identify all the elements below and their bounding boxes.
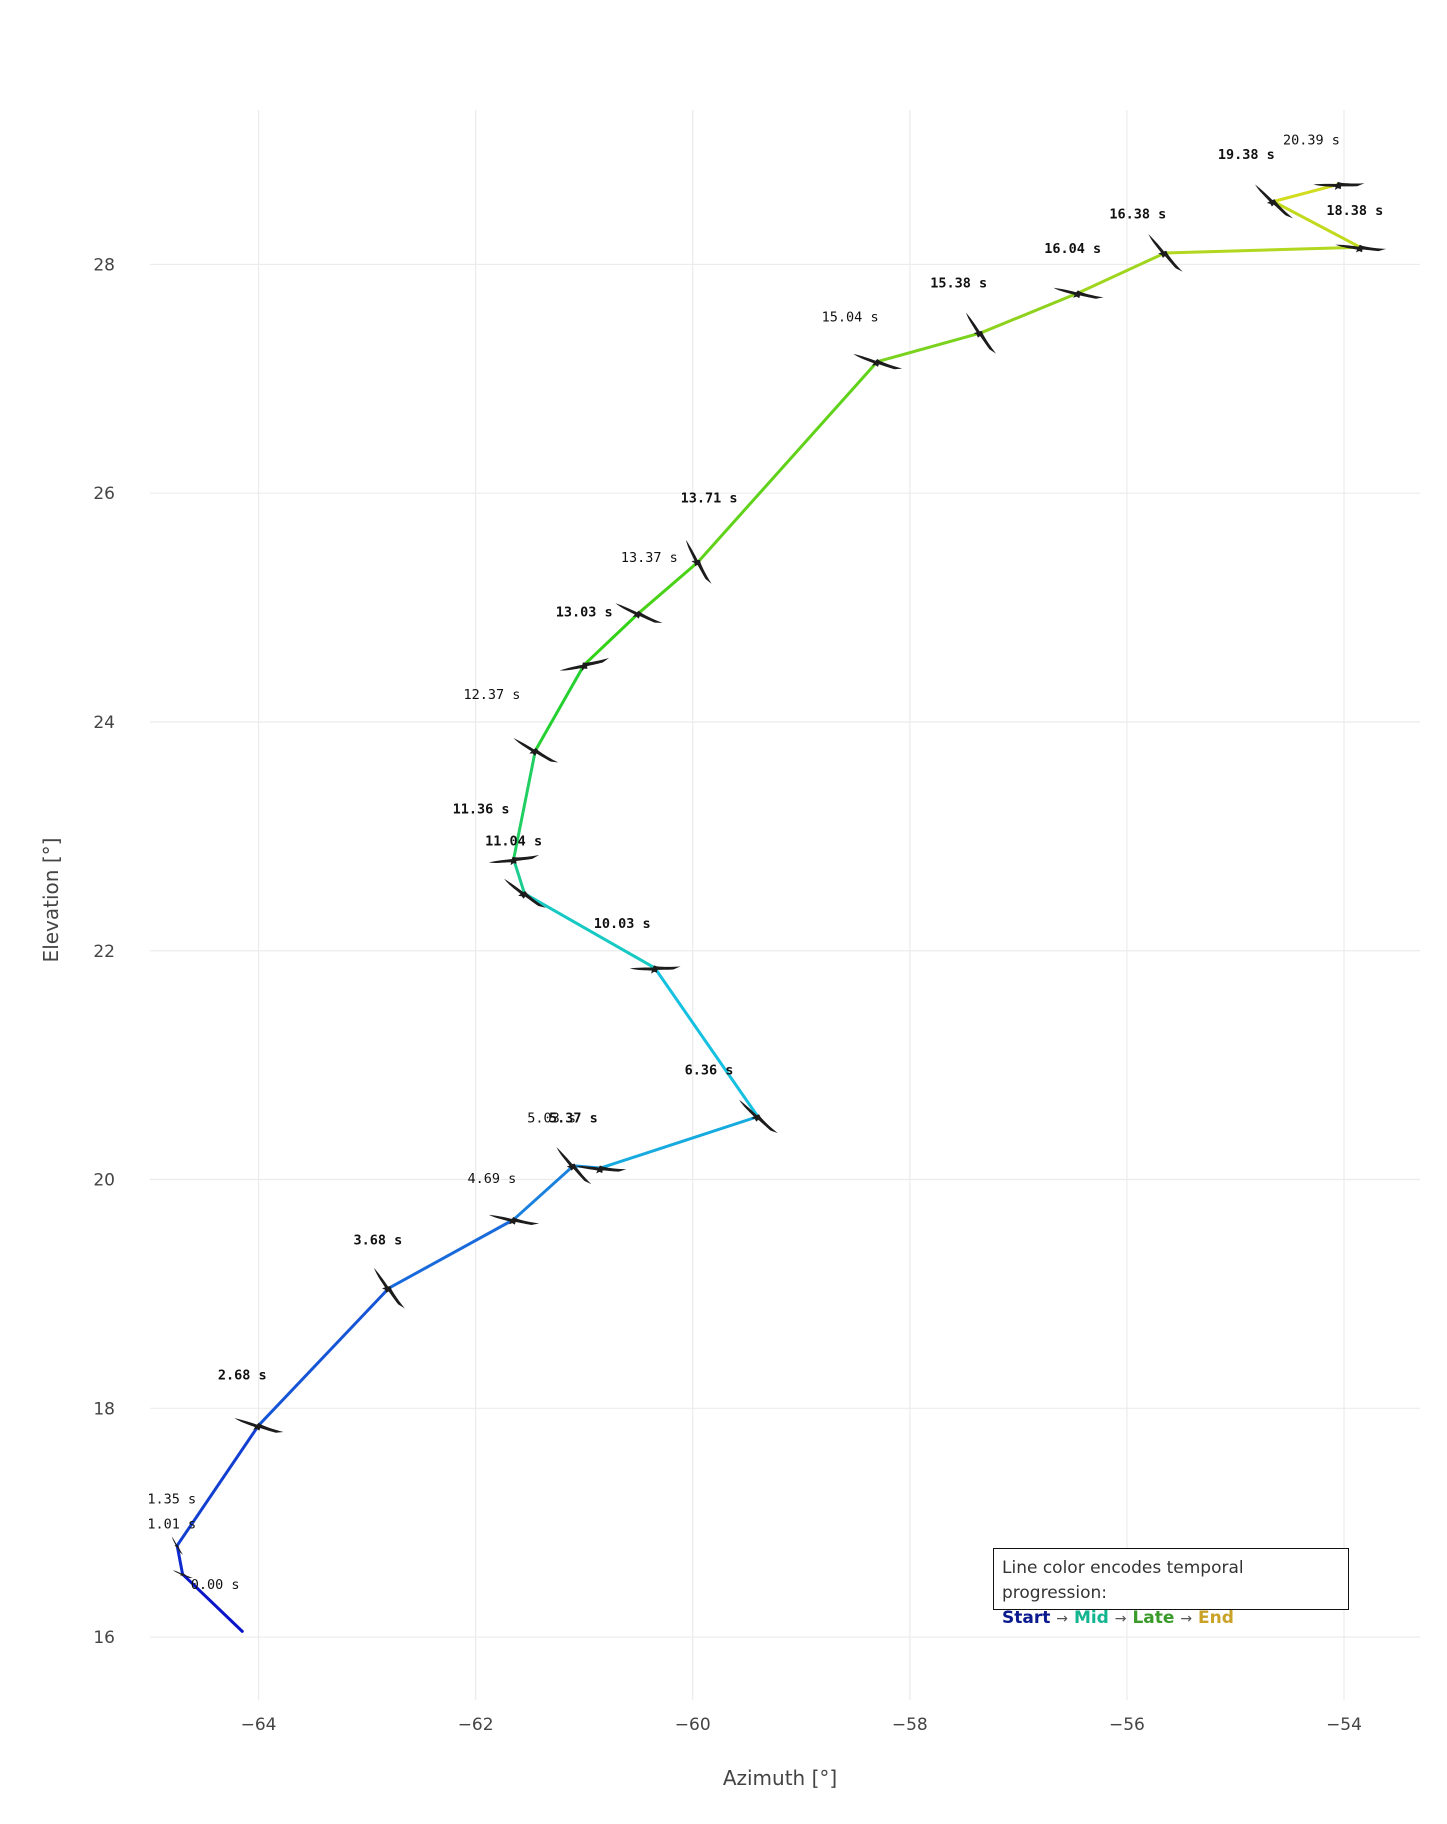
time-label: 1.01 s <box>147 1516 196 1532</box>
trajectory-segment <box>1271 200 1362 249</box>
bird-silhouette-icon <box>365 1267 413 1310</box>
trajectory-segment <box>533 663 586 753</box>
axis-ticks: −64 −62 −60 −58 −56 −54 16 18 20 22 24 26 28 <box>93 255 1362 1735</box>
bird-silhouette-icon <box>676 539 721 585</box>
trajectory-segment <box>1076 251 1167 295</box>
time-label: 15.04 s <box>822 310 879 326</box>
y-tick-label: 28 <box>93 255 115 275</box>
time-label: 16.04 s <box>1044 241 1101 257</box>
bird-silhouette-icon <box>488 1210 540 1229</box>
legend-start: Start <box>1002 1608 1051 1628</box>
trajectory-segment <box>653 966 760 1119</box>
x-tick-label: −56 <box>1109 1715 1145 1735</box>
bird-silhouette-icon <box>559 646 610 683</box>
time-label: 12.37 s <box>463 687 520 703</box>
trajectory-segment <box>175 1423 261 1548</box>
legend-arrow: → <box>1180 1611 1193 1627</box>
trajectory-segment <box>598 1115 760 1170</box>
legend-end: End <box>1197 1608 1234 1628</box>
time-label: 5.37 s <box>549 1110 598 1126</box>
bird-markers <box>167 170 1387 1579</box>
bird-silhouette-icon <box>733 1099 784 1134</box>
trajectory-segment <box>387 1218 516 1290</box>
y-tick-label: 20 <box>93 1171 115 1191</box>
bird-silhouette-icon <box>1313 170 1365 198</box>
time-label: 20.39 s <box>1283 132 1340 148</box>
y-tick-label: 18 <box>93 1399 115 1419</box>
legend-arrow: → <box>1056 1611 1069 1627</box>
trajectory-segment <box>696 360 879 564</box>
time-label: 15.38 s <box>930 275 987 291</box>
trajectory-segment <box>978 291 1080 335</box>
legend-arrow: → <box>1114 1611 1127 1627</box>
trajectory-segment <box>875 331 982 364</box>
time-label: 13.71 s <box>681 490 738 506</box>
y-tick-label: 24 <box>93 713 115 733</box>
time-label: 16.38 s <box>1109 207 1166 223</box>
legend-late: Late <box>1132 1608 1175 1628</box>
bird-silhouette-icon <box>510 737 562 764</box>
time-label: 11.36 s <box>453 801 510 817</box>
x-axis-title: Azimuth [°] <box>723 1766 837 1790</box>
trajectory-segment <box>636 560 700 615</box>
time-label: 10.03 s <box>594 916 651 932</box>
time-label: 2.68 s <box>218 1368 267 1384</box>
x-tick-label: −58 <box>892 1715 928 1735</box>
time-label: 0.00 s <box>191 1577 240 1593</box>
trajectory-segment <box>512 857 526 896</box>
time-label: 19.38 s <box>1218 147 1275 163</box>
time-label: 5.03 s <box>527 1110 576 1126</box>
y-tick-label: 22 <box>93 942 115 962</box>
time-label: 4.69 s <box>468 1171 517 1187</box>
trajectory-segment <box>1271 182 1341 204</box>
trajectory-segment <box>257 1286 391 1427</box>
trajectory-segment <box>522 892 657 970</box>
time-label: 18.38 s <box>1326 203 1383 219</box>
bird-silhouette-icon <box>613 603 665 624</box>
x-tick-label: −62 <box>458 1715 494 1735</box>
trajectory-segment <box>181 1572 244 1633</box>
trajectory-segment <box>1163 245 1362 255</box>
grid <box>150 110 1420 1700</box>
time-label: 13.03 s <box>556 605 613 621</box>
time-label: 6.36 s <box>685 1062 734 1078</box>
bird-silhouette-icon <box>1248 184 1300 220</box>
trajectory-line <box>175 182 1362 1633</box>
y-axis-title: Elevation [°] <box>39 838 63 963</box>
time-label: 13.37 s <box>621 550 678 566</box>
time-label: 3.68 s <box>354 1233 403 1249</box>
bird-silhouette-icon <box>957 312 1005 355</box>
time-label: 11.04 s <box>485 834 542 850</box>
trajectory-segment <box>175 1544 185 1576</box>
legend-items: Start → Mid → Late → End <box>1002 1606 1340 1632</box>
legend-mid: Mid <box>1073 1608 1109 1628</box>
y-tick-label: 26 <box>93 484 115 504</box>
legend: Line color encodes temporal progression:… <box>993 1548 1349 1628</box>
trajectory-segment <box>582 611 640 667</box>
y-tick-label: 16 <box>93 1628 115 1648</box>
trajectory-segment <box>512 749 537 861</box>
x-tick-label: −64 <box>241 1715 277 1735</box>
x-tick-label: −54 <box>1326 1715 1362 1735</box>
time-label: 1.35 s <box>147 1491 196 1507</box>
trajectory-segment <box>512 1164 575 1222</box>
x-tick-label: −60 <box>675 1715 711 1735</box>
legend-caption: Line color encodes temporal progression: <box>1002 1558 1244 1603</box>
time-labels: 1.35 s 0.00 s 1.01 s 2.68 s 3.68 s 4.69 s 5.03… <box>147 132 1383 1593</box>
